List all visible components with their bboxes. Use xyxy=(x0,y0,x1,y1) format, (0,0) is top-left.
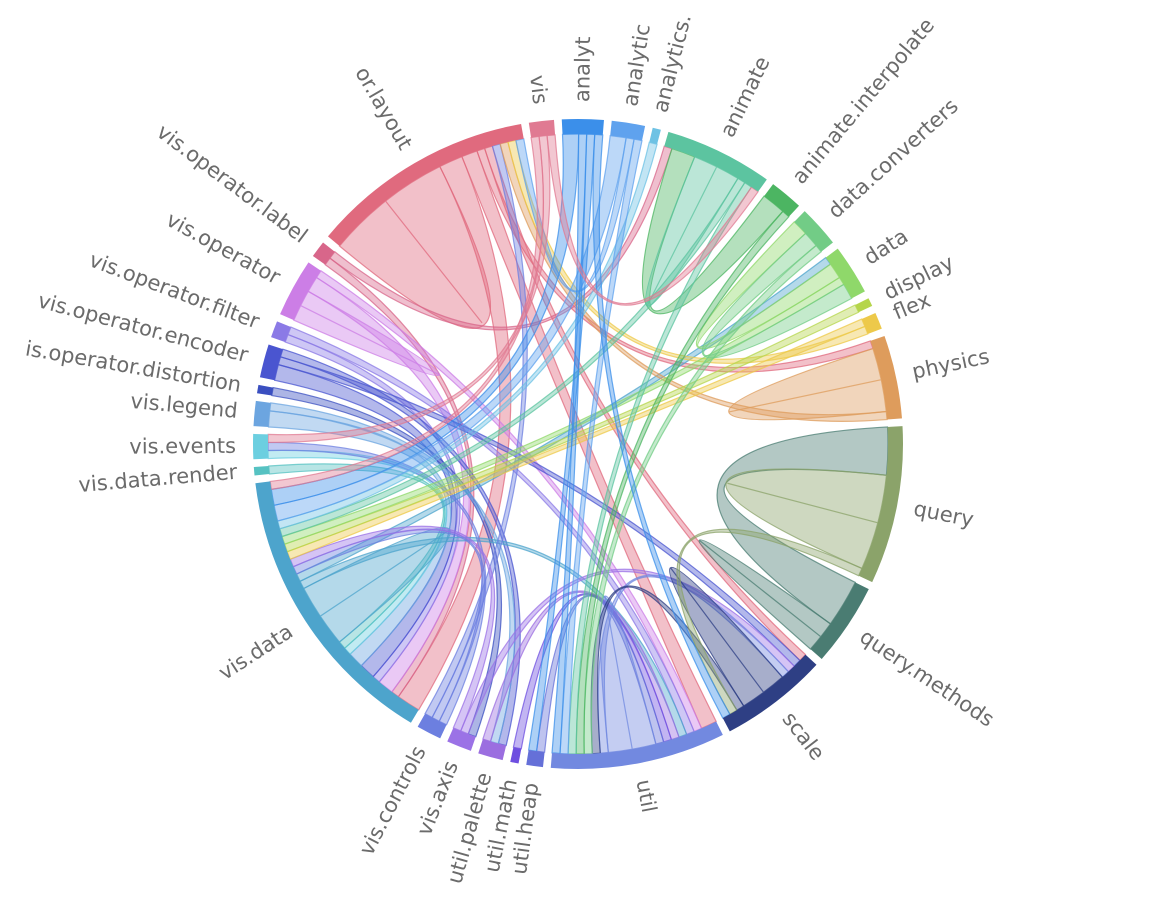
group-label-query: query xyxy=(912,496,976,531)
group-label-vis-data: vis.data xyxy=(214,619,297,684)
group-label-physics: physics xyxy=(910,344,992,384)
group-label-animate: animate xyxy=(715,53,774,141)
group-label-vis: vis xyxy=(525,74,552,106)
group-arc-util-math xyxy=(510,747,522,764)
chord-animate-to-util xyxy=(567,181,753,755)
chord-ribbons xyxy=(267,133,889,755)
group-arc-analytics-graph xyxy=(610,120,646,141)
chord-util-to-scale xyxy=(597,574,790,754)
chord-analytics-graph-to-vis-data xyxy=(273,135,627,522)
group-label-query-methods: query.methods xyxy=(855,624,998,731)
group-label-animate-interpolate: animate.interpolate xyxy=(787,13,939,188)
group-arc-query-methods xyxy=(810,582,869,660)
group-arc-animate-interpolate xyxy=(764,184,800,217)
group-arc-vis-events xyxy=(252,433,269,460)
group-arc-vis-operator-layout xyxy=(327,124,524,246)
group-label-util: util xyxy=(631,777,661,814)
group-arc-vis-operator-encoder xyxy=(259,344,283,381)
chord-util-heap-to-util xyxy=(535,594,665,753)
chord-query-to-query xyxy=(725,468,888,570)
group-arcs xyxy=(252,119,903,770)
group-label-vis-events: vis.events xyxy=(129,434,236,459)
group-arc-util-palette xyxy=(478,739,507,761)
group-label-data: data xyxy=(860,224,913,270)
group-arc-data-converters xyxy=(794,211,833,252)
chord-vis-operator-filter-to-vis-data xyxy=(284,333,461,683)
group-label-vis-controls: vis.controls xyxy=(355,742,431,859)
group-arc-util xyxy=(550,721,723,770)
chord-analytics-cluster-to-util xyxy=(551,133,588,755)
group-arc-vis-operator-filter xyxy=(271,321,291,343)
group-arc-query xyxy=(858,426,903,583)
group-label-vis-operator-layout: or.layout xyxy=(350,63,417,154)
group-arc-vis-operator-label xyxy=(312,242,335,265)
group-arc-animate xyxy=(664,131,767,192)
chord-vis-operator-encoder-to-util-palette xyxy=(279,348,521,747)
group-arc-vis-controls xyxy=(417,713,447,739)
group-label-analytics-optimization: analytics. xyxy=(648,12,696,115)
group-arc-util-heap xyxy=(526,750,545,768)
group-arc-vis-axis xyxy=(447,727,476,751)
group-arc-data xyxy=(825,248,865,299)
chord-physics-to-vis-operator-layout xyxy=(499,141,888,422)
chord-analytics-graph-to-util xyxy=(559,138,643,755)
chord-vis-axis-to-scale xyxy=(459,568,796,735)
group-arc-analytics-cluster xyxy=(561,119,604,135)
chord-animate-interpolate-to-animate xyxy=(641,147,784,315)
chord-analytics-cluster-to-scale xyxy=(592,133,731,719)
chord-analytics-cluster-to-util-heap xyxy=(527,133,596,752)
group-label-scale: scale xyxy=(778,707,830,765)
group-arc-vis-data-render xyxy=(253,465,270,476)
group-arc-vis-operator xyxy=(280,262,321,321)
group-arc-scale xyxy=(722,654,817,732)
group-arc-vis-data xyxy=(255,481,419,723)
group-arc-flex xyxy=(861,312,882,334)
group-label-analytics-graph: analytic xyxy=(618,22,655,108)
group-arc-vis-operator-distortion xyxy=(256,384,274,396)
group-arc-display xyxy=(855,298,873,313)
chord-vis-operator-to-vis-data xyxy=(307,276,470,693)
chord-vis-controls-to-vis-operator-layout xyxy=(424,143,528,719)
group-label-vis-data-render: vis.data.render xyxy=(78,460,239,497)
group-arc-vis-legend xyxy=(253,400,271,427)
group-arc-analytics-optimization xyxy=(649,127,661,145)
group-arc-vis xyxy=(528,119,556,138)
group-arc-physics xyxy=(870,335,902,420)
chord-vis-to-animate xyxy=(546,134,759,306)
group-label-analytics-cluster: analyt xyxy=(570,36,595,102)
chord-query-methods-to-query xyxy=(716,426,889,625)
chord-animate-to-vis-data xyxy=(279,177,746,538)
